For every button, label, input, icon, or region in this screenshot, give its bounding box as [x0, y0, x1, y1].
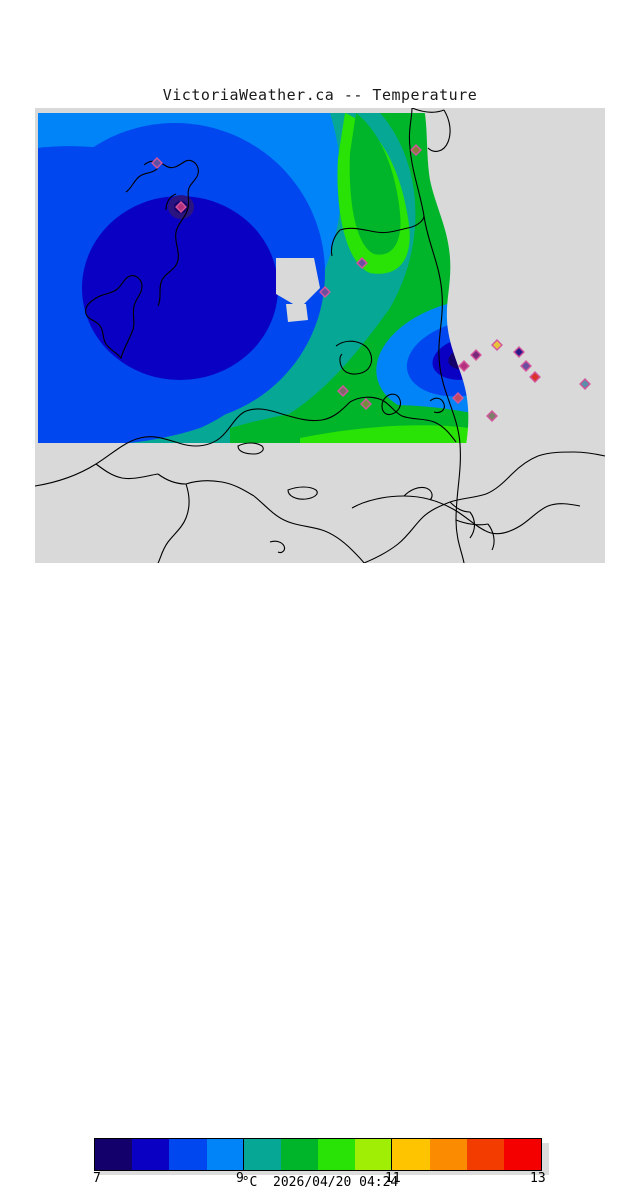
colorbar-segment-10 — [466, 1139, 504, 1170]
station-cold-a[interactable] — [470, 349, 482, 361]
colorbar-divider-9 — [242, 1138, 244, 1171]
station-warm[interactable] — [529, 371, 541, 383]
colorbar-segment-11 — [503, 1139, 542, 1170]
coastline-layer — [34, 108, 606, 563]
station-strait[interactable] — [319, 286, 331, 298]
map-panel — [0, 108, 640, 563]
colorbar-panel: 7 9 11 13 °C 2026/04/20 04:24 — [0, 565, 640, 1190]
station-mid-bay[interactable] — [452, 392, 464, 404]
station-se[interactable] — [486, 410, 498, 422]
temperature-map[interactable] — [0, 108, 640, 563]
colorbar-segment-3 — [206, 1139, 244, 1170]
colorbar-segment-2 — [169, 1139, 207, 1170]
station-nw-core[interactable] — [175, 201, 187, 213]
station-sw-b[interactable] — [360, 398, 372, 410]
colorbar-segment-9 — [429, 1139, 467, 1170]
colorbar-units-timestamp: °C 2026/04/20 04:24 — [241, 1175, 399, 1190]
station-north[interactable] — [410, 144, 422, 156]
station-yellow[interactable] — [491, 339, 503, 351]
station-nw-upper[interactable] — [151, 157, 163, 169]
colorbar-segment-5 — [280, 1139, 319, 1170]
station-markers[interactable] — [151, 144, 591, 422]
colorbar-segment-8 — [392, 1139, 430, 1170]
station-inlet[interactable] — [356, 257, 368, 269]
weather-map-page: VictoriaWeather.ca -- Temperature — [0, 86, 640, 1190]
colorbar-segment-1 — [132, 1139, 170, 1170]
colorbar[interactable] — [94, 1138, 542, 1171]
station-sw-a[interactable] — [337, 385, 349, 397]
page-title: VictoriaWeather.ca -- Temperature — [162, 86, 478, 104]
colorbar-segment-0 — [95, 1139, 133, 1170]
colorbar-segment-6 — [318, 1139, 356, 1170]
colorbar-divider-11 — [391, 1138, 393, 1171]
station-east-tip[interactable] — [579, 378, 591, 390]
station-mid-e[interactable] — [520, 360, 532, 372]
colorbar-segment-7 — [355, 1139, 393, 1170]
land-mask-layer — [35, 108, 605, 563]
station-darkblue[interactable] — [513, 346, 525, 358]
colorbar-segment-4 — [243, 1139, 281, 1170]
station-cold-b[interactable] — [458, 360, 470, 372]
